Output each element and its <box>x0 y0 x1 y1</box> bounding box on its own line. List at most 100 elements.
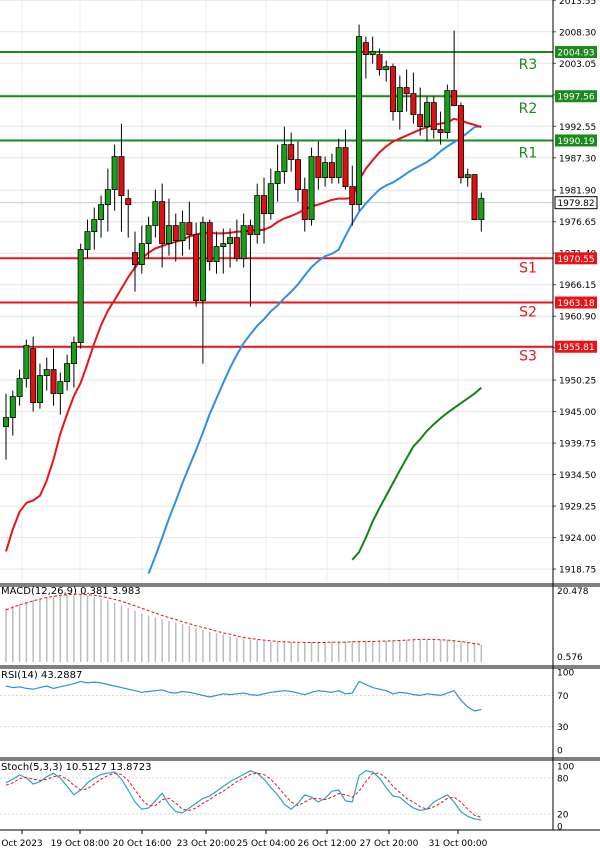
time-axis: Oct 2023 19 Oct 08:00 20 Oct 16:00 23 Oct 2… <box>1 830 488 849</box>
candle-body <box>159 201 166 245</box>
price-tick-label: 1934.50 <box>559 471 596 481</box>
candle-body <box>254 195 261 236</box>
level-tag-text-r3: 2004.93 <box>557 49 594 59</box>
candle-body <box>172 225 179 242</box>
macd-label: MACD(12,26,9) 0.381 3.983 <box>1 586 141 597</box>
level-tag-s3 <box>555 340 597 353</box>
level-price-tags: 2004.93 1997.56 1990.19 1970.55 1963.18 1955.… <box>554 46 598 353</box>
level-tag-text-s1: 1970.55 <box>557 255 594 265</box>
candle-body <box>138 243 145 266</box>
candle-body <box>437 129 444 134</box>
stoch-tick-label: 80 <box>557 775 569 785</box>
time-tick-label: Oct 2023 <box>1 839 42 849</box>
price-tick-label: 1924.00 <box>559 534 596 544</box>
price-tick-label: 1945.00 <box>559 408 596 418</box>
stochastic-label: Stoch(5,3,3) 10.5127 13.8723 <box>1 762 152 773</box>
candle-body <box>118 156 125 197</box>
candle-body <box>247 225 254 236</box>
level-name-s2: S2 <box>519 305 537 321</box>
candle-body <box>193 234 200 302</box>
time-tick-label: 19 Oct 08:00 <box>51 839 110 849</box>
stoch-d-line <box>5 772 482 819</box>
price-tick-label: 1918.75 <box>559 566 596 576</box>
candle-body <box>383 66 390 70</box>
ma-long-line <box>351 386 482 561</box>
macd-signal-line <box>5 593 482 646</box>
level-tag-text-r1: 1990.19 <box>557 137 594 147</box>
price-tick-label: 1966.15 <box>559 281 596 291</box>
price-tick-label: 2008.30 <box>559 28 596 38</box>
candle-body <box>3 417 9 428</box>
candle-body <box>220 243 227 248</box>
candle-body <box>410 93 417 115</box>
candle-body <box>464 174 471 179</box>
level-tag-text-r2: 1997.56 <box>557 93 594 103</box>
candle-body <box>369 51 376 55</box>
price-tick-label: 1981.90 <box>559 187 596 197</box>
stoch-tick-label: 0 <box>557 823 563 833</box>
candle-body <box>111 156 118 191</box>
candle-body <box>301 189 308 221</box>
candle-body <box>206 222 213 263</box>
candle-body <box>57 381 64 395</box>
candle-body <box>451 90 458 106</box>
current-price-tag <box>554 196 598 210</box>
price-tick-label: 1950.25 <box>559 377 596 387</box>
candle-body <box>9 396 16 419</box>
candle-body <box>444 90 451 133</box>
candle-body <box>77 249 84 344</box>
candle-body <box>233 237 240 260</box>
time-tick-label: 25 Oct 04:00 <box>237 839 296 849</box>
candlesticks <box>3 24 485 460</box>
level-tag-r2 <box>555 90 597 103</box>
price-tick-label: 1929.25 <box>559 503 596 513</box>
level-tag-s1 <box>555 252 597 265</box>
candle-body <box>43 369 50 377</box>
candle-body <box>356 36 363 205</box>
price-tick-label: 1976.65 <box>559 218 596 228</box>
candle-body <box>294 159 301 191</box>
candle-body <box>125 198 132 206</box>
level-tag-text-s3: 1955.81 <box>557 343 594 353</box>
candle-body <box>376 54 383 70</box>
macd-panel: MACD(12,26,9) 0.381 3.983 20.478 0.576 <box>1 586 589 663</box>
candle-body <box>261 195 268 215</box>
candle-body <box>165 225 172 245</box>
ma-mid-line <box>147 125 482 574</box>
level-name-r2: R2 <box>519 101 538 117</box>
candle-body <box>281 144 288 173</box>
candle-body <box>104 189 111 206</box>
candle-body <box>349 186 356 206</box>
rsi-tick-label: 0 <box>557 747 563 757</box>
candle-body <box>240 225 247 260</box>
candle-body <box>342 147 349 188</box>
candle-body <box>64 363 71 383</box>
price-tick-label: 2013.55 <box>559 0 596 7</box>
time-tick-label: 26 Oct 12:00 <box>298 839 357 849</box>
candle-body <box>308 156 315 221</box>
time-tick-label: 20 Oct 16:00 <box>113 839 172 849</box>
level-name-r3: R3 <box>519 57 538 73</box>
candle-body <box>322 162 329 179</box>
candle-body <box>417 114 424 127</box>
candle-body <box>396 87 403 112</box>
macd-tick-label: 20.478 <box>557 587 589 597</box>
candle-body <box>403 87 410 94</box>
price-tick-label: 1987.30 <box>559 154 596 164</box>
time-tick-label: 23 Oct 20:00 <box>177 839 236 849</box>
level-name-r1: R1 <box>519 145 538 161</box>
time-tick-label: 27 Oct 20:00 <box>360 839 419 849</box>
level-tag-r3 <box>555 46 597 59</box>
price-tick-label: 1992.55 <box>559 123 596 133</box>
candle-body <box>274 171 281 185</box>
level-name-s3: S3 <box>519 349 537 365</box>
candle-body <box>390 66 397 112</box>
candle-body <box>423 102 430 127</box>
candle-body <box>152 201 159 227</box>
candle-body <box>213 246 220 263</box>
candle-body <box>30 348 37 404</box>
macd-tick-label: 0.576 <box>557 653 583 663</box>
candle-body <box>50 369 57 395</box>
candle-body <box>457 105 464 178</box>
